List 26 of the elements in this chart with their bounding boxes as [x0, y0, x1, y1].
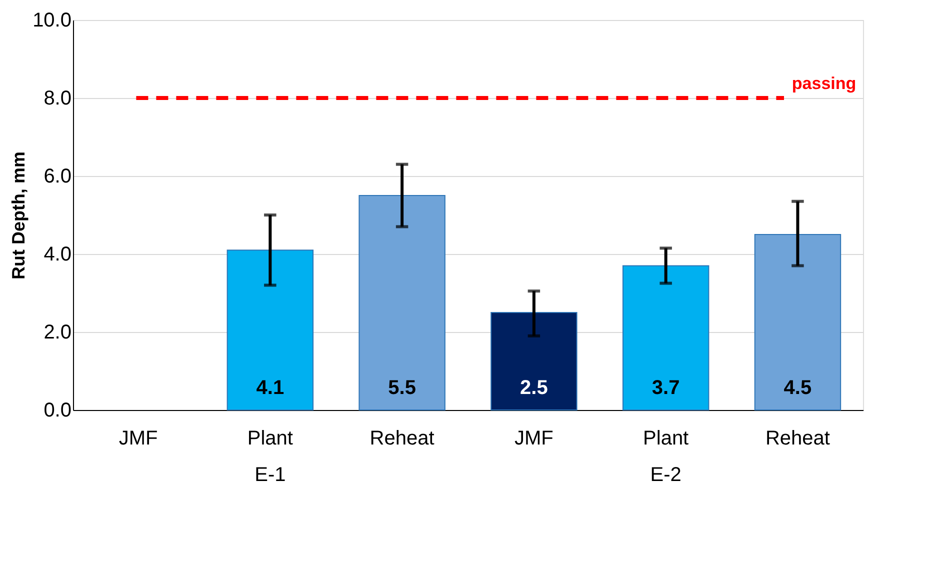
data-label: 3.7	[652, 377, 680, 399]
bar	[358, 195, 446, 410]
bar	[490, 312, 578, 410]
y-tick-label: 6.0	[44, 166, 72, 188]
y-tick-label: 8.0	[44, 88, 72, 110]
bar	[226, 250, 314, 410]
y-tick-label: 2.0	[44, 322, 72, 344]
bar	[622, 265, 710, 410]
data-label: 4.5	[784, 377, 812, 399]
data-label: 4.1	[256, 377, 284, 399]
y-tick-label: 0.0	[44, 400, 72, 422]
bar	[754, 234, 842, 410]
y-tick-label: 4.0	[44, 244, 72, 266]
x-tick-label: Reheat	[765, 428, 830, 450]
y-tick-label: 10.0	[32, 10, 72, 32]
text: E-1	[254, 464, 286, 486]
data-label: 2.5	[520, 377, 548, 399]
text: E-2	[650, 464, 682, 486]
x-tick-label: Plant	[643, 428, 690, 450]
x-tick-label: Plant	[247, 428, 294, 450]
data-label: 5.5	[388, 377, 416, 399]
x-tick-label: JMF	[118, 428, 158, 450]
x-tick-label: Reheat	[370, 428, 435, 450]
y-axis-title: Rut Depth, mm	[8, 152, 29, 280]
x-tick-label: JMF	[514, 428, 554, 450]
ref-line-label: passing	[792, 74, 856, 93]
